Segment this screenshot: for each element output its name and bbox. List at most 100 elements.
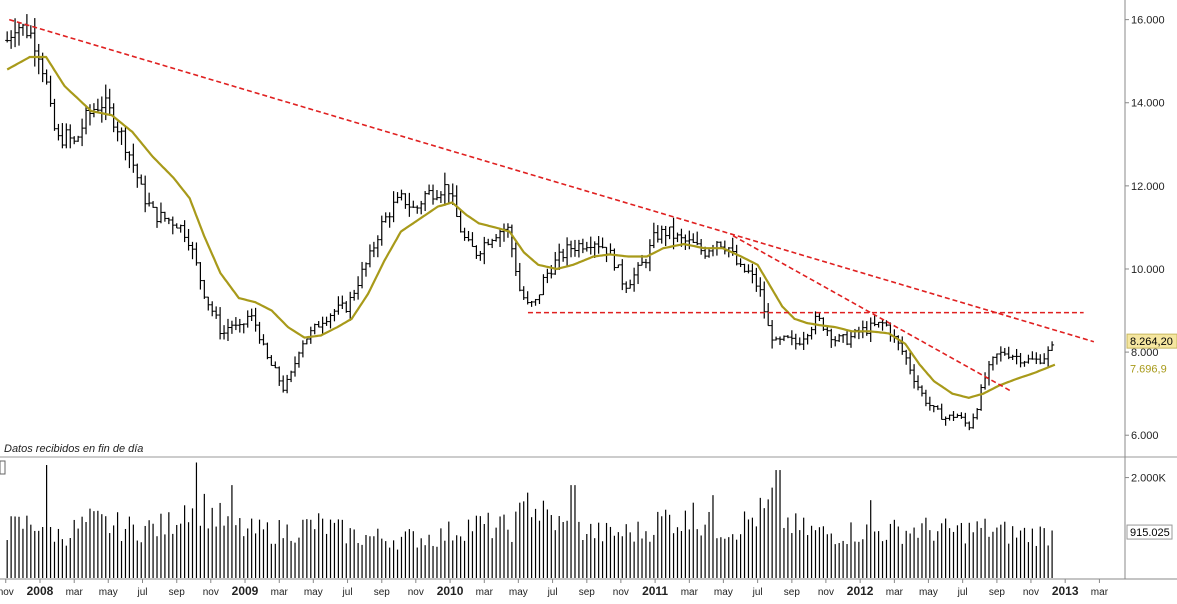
price-bar [9, 30, 14, 49]
last-price-label: 8.264,20 [1130, 336, 1173, 348]
price-bar [774, 336, 779, 341]
price-bar [691, 233, 696, 243]
price-bar [517, 262, 522, 292]
price-bar [663, 225, 668, 246]
price-bar [348, 291, 353, 321]
moving-average-label: 7.696,9 [1130, 364, 1167, 376]
price-bar [431, 184, 436, 205]
price-bar [293, 356, 298, 377]
price-bar [821, 317, 826, 331]
price-bar [379, 215, 384, 246]
price-bar [502, 223, 507, 242]
price-bar [229, 320, 234, 334]
price-bar [509, 224, 514, 258]
panel-handle [0, 460, 6, 475]
price-bar [935, 405, 940, 410]
x-tick-label: nov [203, 587, 219, 598]
price-bar [356, 276, 361, 300]
price-bar [494, 234, 499, 242]
price-bar [20, 23, 25, 36]
price-bar [758, 277, 763, 297]
price-bar [1002, 347, 1007, 356]
price-bar [975, 408, 980, 420]
price-bar [300, 340, 305, 358]
price-bar [249, 308, 254, 321]
price-bar [1014, 348, 1019, 365]
price-bar [423, 191, 428, 212]
price-bar [856, 326, 861, 340]
price-bar [612, 248, 617, 271]
price-bar [628, 279, 633, 289]
price-bar [789, 330, 794, 346]
price-bar [399, 189, 404, 201]
price-bar [971, 413, 976, 429]
x-tick-label: jul [342, 587, 353, 598]
price-tick-label: 10.000 [1131, 264, 1165, 276]
x-tick-label: mar [476, 587, 494, 598]
price-bar [695, 231, 700, 246]
x-tick-label: 2010 [437, 584, 464, 598]
price-bar [352, 289, 357, 301]
price-bar [320, 316, 325, 335]
price-bar [466, 230, 471, 242]
price-bar [446, 184, 451, 205]
price-bar [391, 191, 396, 223]
price-bar [939, 403, 944, 420]
price-bar [801, 331, 806, 350]
volume-tick-label: 2.000K [1131, 473, 1167, 485]
price-bar [155, 206, 160, 228]
price-bar [600, 237, 605, 249]
price-bar [139, 174, 144, 185]
price-bar [190, 241, 195, 260]
price-bar [304, 338, 309, 345]
price-bar [434, 189, 439, 201]
x-tick-label: may [509, 587, 528, 598]
price-bar [281, 375, 286, 393]
price-bar [1050, 341, 1055, 351]
price-bar [766, 303, 771, 327]
price-bar [289, 370, 294, 383]
price-bar [328, 313, 333, 329]
price-bar [596, 236, 601, 254]
price-bar [624, 281, 629, 294]
last-volume-box [1126, 524, 1173, 540]
price-bar [158, 202, 163, 224]
price-bar [916, 375, 921, 391]
price-bar [809, 326, 814, 340]
price-bar [462, 227, 467, 241]
x-tick-label: nov [0, 587, 14, 598]
price-bar [44, 69, 49, 85]
x-tick-label: may [714, 587, 733, 598]
price-bar [707, 249, 712, 258]
price-bar [383, 212, 388, 223]
x-tick-label: sep [579, 587, 596, 598]
price-bar [592, 241, 597, 258]
price-bar [1010, 354, 1015, 361]
price-bar [415, 205, 420, 214]
price-bar [580, 238, 585, 254]
price-bar [214, 306, 219, 319]
price-bar [182, 220, 187, 243]
price-bar [237, 318, 242, 333]
price-bar [245, 310, 250, 328]
price-bar [805, 333, 810, 345]
price-bar [572, 239, 577, 257]
price-bar [151, 201, 156, 208]
price-bar [912, 364, 917, 389]
x-tick-label: sep [374, 587, 391, 598]
price-bar [336, 296, 341, 315]
price-bar [257, 321, 262, 344]
price-bar [943, 416, 948, 426]
x-tick-label: mar [66, 587, 84, 598]
price-bar [513, 242, 518, 276]
price-bar [1022, 360, 1027, 367]
price-bar [273, 361, 278, 369]
last-price-box [1126, 333, 1177, 349]
price-bar [738, 258, 743, 268]
price-bar [170, 216, 175, 235]
price-bar [998, 346, 1003, 362]
price-bar [659, 225, 664, 244]
price-bar [584, 241, 589, 252]
price-bar [829, 328, 834, 348]
price-bar [521, 286, 526, 300]
